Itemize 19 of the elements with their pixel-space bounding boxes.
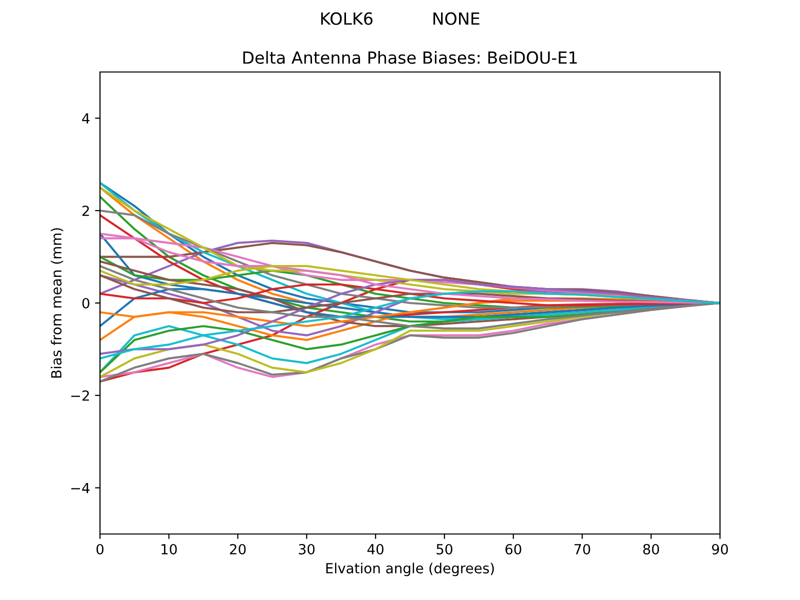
y-tick-label: 4 <box>82 113 90 124</box>
x-tick-label: 50 <box>436 544 452 554</box>
x-tick-label: 0 <box>96 544 104 554</box>
x-axis-title: Elvation angle (degrees) <box>326 562 494 576</box>
x-tick-label: 90 <box>712 544 728 554</box>
x-tick-label: 40 <box>367 544 384 554</box>
y-tick-label: −4 <box>71 482 90 494</box>
x-tick-label: 10 <box>162 544 177 554</box>
chart-subtitle: KOLK6 NONE <box>321 12 480 25</box>
x-tick-label: 70 <box>574 544 590 554</box>
x-tick-label: 80 <box>643 544 660 554</box>
y-tick-label: 0 <box>82 298 90 308</box>
x-tick-label: 60 <box>505 544 522 554</box>
x-tick-label: 20 <box>230 544 246 554</box>
y-axis-title: Bias from mean (mm) <box>50 228 64 378</box>
x-tick-label: 30 <box>298 544 315 554</box>
y-tick-label: 2 <box>82 206 89 216</box>
chart-title: Delta Antenna Phase Biases: BeiDOU-E1 <box>243 51 577 64</box>
y-tick-label: −2 <box>71 390 89 401</box>
